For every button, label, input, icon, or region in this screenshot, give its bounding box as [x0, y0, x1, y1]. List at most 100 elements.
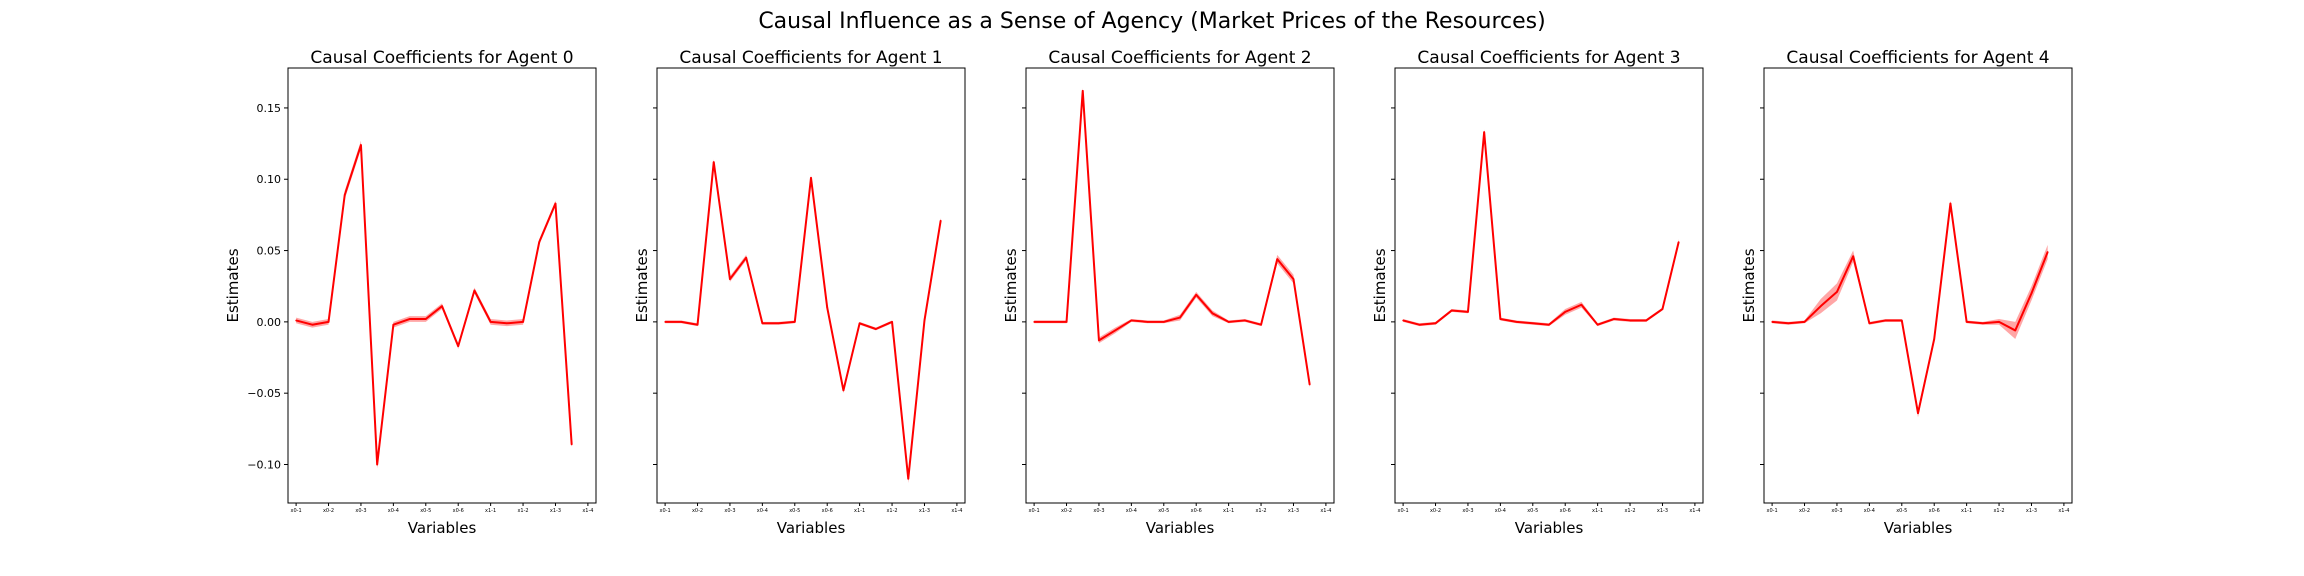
x-tick-label: x0-5: [1158, 508, 1169, 514]
data-point: [343, 194, 346, 196]
data-point: [696, 323, 699, 326]
data-point: [554, 202, 557, 205]
data-point: [745, 256, 747, 259]
data-point: [1049, 321, 1052, 323]
panel-title: Causal Coefficients for Agent 2: [1048, 48, 1311, 68]
x-tick-label: x0-3: [1831, 508, 1842, 514]
y-tick-label: 0.15: [257, 102, 282, 115]
x-tick-label: x0-4: [1126, 508, 1137, 514]
panel-title: Causal Coefficients for Agent 3: [1417, 48, 1680, 68]
confidence-band: [1772, 200, 2048, 418]
x-tick-label: x0-1: [291, 508, 302, 514]
data-point: [506, 322, 508, 325]
y-axis-label: Estimates: [224, 248, 242, 322]
x-tick-label: x0-4: [1864, 508, 1875, 514]
data-point: [1114, 329, 1116, 332]
plot-frame: [287, 67, 597, 504]
data-point: [327, 321, 330, 323]
data-point: [1661, 308, 1664, 310]
panel-title: Causal Coefficients for Agent 1: [679, 48, 942, 68]
data-point: [1308, 383, 1311, 386]
x-tick-label: x1-1: [1223, 508, 1234, 514]
x-tick-label: x1-4: [1320, 508, 1331, 514]
y-axis-label: Estimates: [1740, 248, 1758, 322]
x-tick-label: x0-3: [1462, 508, 1473, 514]
y-tick-label: 0.00: [257, 316, 282, 329]
data-point: [1260, 323, 1262, 326]
data-point: [1227, 321, 1230, 323]
x-tick-label: x1-3: [1288, 508, 1299, 514]
data-point: [1933, 338, 1936, 340]
data-point: [729, 278, 731, 280]
data-point: [1564, 311, 1567, 313]
y-tick-label: −0.10: [247, 458, 281, 471]
data-point: [923, 319, 926, 322]
data-point: [1868, 322, 1871, 325]
data-point: [826, 306, 829, 309]
x-tick-label: x1-1: [1961, 508, 1972, 514]
data-point: [1418, 323, 1421, 326]
data-point: [441, 305, 443, 307]
data-point: [712, 161, 715, 163]
x-tick-label: x1-2: [517, 508, 528, 514]
x-tick-label: x0-5: [1896, 508, 1907, 514]
plot-frame: [1763, 67, 2073, 504]
x-tick-label: x0-6: [1560, 508, 1571, 514]
x-tick-label: x0-4: [1495, 508, 1506, 514]
data-point: [1195, 293, 1198, 296]
panel-agent-1: Causal Coefficients for Agent 1 Estimates…: [633, 48, 966, 537]
x-tick-label: x0-5: [789, 508, 800, 514]
x-axis-label: Variables: [1515, 519, 1584, 537]
data-point: [1852, 255, 1854, 258]
data-point: [360, 144, 362, 146]
x-tick-label: x0-5: [420, 508, 431, 514]
data-point: [2046, 251, 2049, 253]
x-tick-label: x0-3: [724, 508, 735, 514]
x-tick-label: x0-6: [1929, 508, 1940, 514]
data-point: [891, 321, 893, 323]
data-point: [1629, 319, 1631, 322]
data-point: [1162, 321, 1165, 323]
y-tick-label: 0.10: [257, 173, 282, 186]
data-point: [1580, 303, 1583, 306]
x-tick-label: x1-4: [1689, 508, 1700, 514]
series-line: [1034, 89, 1311, 385]
data-point: [2030, 292, 2033, 295]
data-point: [1998, 321, 2000, 323]
data-point: [1982, 322, 1984, 325]
data-point: [793, 321, 796, 323]
data-point: [1244, 319, 1246, 322]
data-point: [858, 322, 861, 325]
x-tick-label: x0-3: [355, 508, 366, 514]
data-point: [810, 177, 812, 179]
data-point: [777, 322, 780, 325]
panel-title: Causal Coefficients for Agent 4: [1786, 48, 2049, 68]
x-tick-label: x0-1: [660, 508, 671, 514]
data-point: [1613, 318, 1615, 320]
x-tick-label: x0-6: [822, 508, 833, 514]
data-point: [939, 219, 942, 222]
data-point: [761, 322, 764, 325]
data-point: [1531, 322, 1534, 325]
x-tick-label: x0-1: [1398, 508, 1409, 514]
data-point: [1033, 321, 1035, 323]
data-point: [2014, 329, 2017, 332]
x-tick-label: x1-1: [1592, 508, 1603, 514]
x-tick-label: x0-4: [757, 508, 768, 514]
y-tick-label: −0.05: [247, 387, 281, 400]
x-tick-label: x0-6: [453, 508, 464, 514]
data-point: [457, 345, 460, 347]
data-point: [1949, 202, 1952, 205]
plot-frame: [1394, 67, 1704, 504]
series-line: [295, 144, 573, 466]
x-tick-label: x0-2: [1061, 508, 1072, 514]
x-tick-label: x1-4: [582, 508, 593, 514]
data-point: [1146, 321, 1149, 323]
data-point: [1819, 305, 1822, 307]
data-point: [1402, 319, 1404, 322]
x-tick-label: x0-3: [1093, 508, 1104, 514]
x-tick-label: x0-6: [1191, 508, 1202, 514]
panel-agent-0: Causal Coefficients for Agent 0 Estimates…: [224, 48, 597, 537]
y-axis-label: Estimates: [633, 248, 651, 322]
